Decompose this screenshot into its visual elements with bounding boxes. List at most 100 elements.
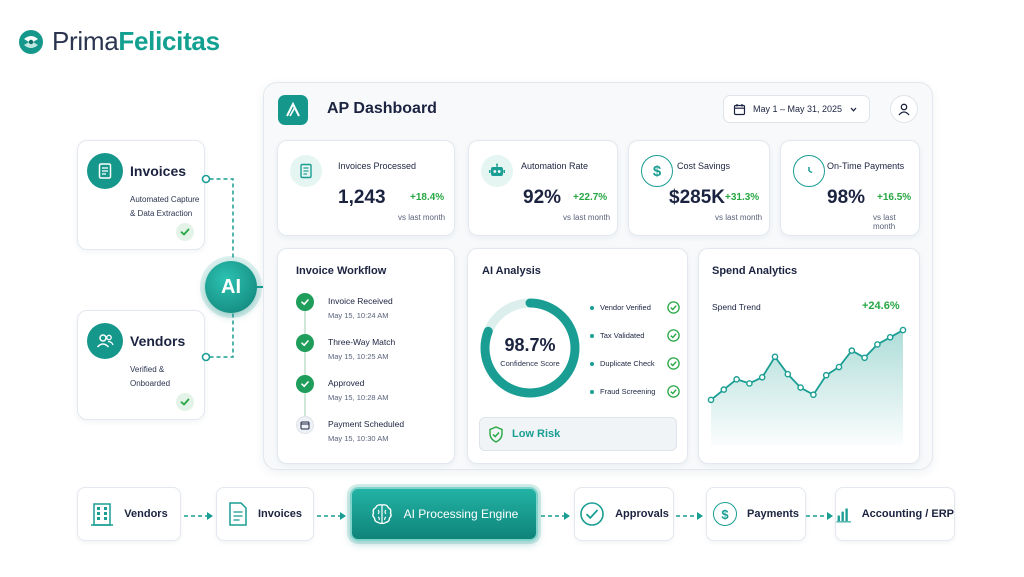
ai-analysis-panel: AI Analysis 98.7% Confidence Score Vendo… <box>467 248 688 464</box>
flow-step-accounting-erp[interactable]: Accounting / ERP <box>835 487 955 541</box>
risk-label: Low Risk <box>512 428 561 440</box>
source-desc-line1: Verified & <box>130 365 165 374</box>
dashboard-logo-icon <box>278 95 308 125</box>
confidence-score: 98.7% <box>504 335 556 355</box>
kpi-sub: vs last month <box>563 213 611 222</box>
flow-step-invoices[interactable]: Invoices <box>216 487 314 541</box>
flow-step-vendors[interactable]: Vendors <box>77 487 181 541</box>
flow-arrow-icon <box>676 512 703 520</box>
spend-point <box>771 353 779 361</box>
check-circle-icon <box>667 301 680 314</box>
check-label: Fraud Screening <box>600 387 656 396</box>
confidence-gauge <box>480 298 580 398</box>
spend-point <box>874 341 881 348</box>
ap-dashboard: AP Dashboard May 1 – May 31, 2025 Invoic… <box>263 82 933 470</box>
spend-point <box>848 347 856 354</box>
flow-step-label: AI Processing Engine <box>403 507 519 521</box>
workflow-timeline-line <box>304 303 306 423</box>
kpi-sub: vs last month <box>715 213 763 222</box>
kpi-card-automation-rate[interactable]: Automation Rate 92% +22.7% vs last month <box>468 140 618 236</box>
document-icon <box>229 502 247 526</box>
kpi-card-invoices-processed[interactable]: Invoices Processed 1,243 +18.4% vs last … <box>277 140 455 236</box>
flow-step-approvals[interactable]: Approvals <box>574 487 674 541</box>
calendar-icon <box>296 416 314 434</box>
workflow-step-time: May 15, 10:30 AM <box>328 434 389 443</box>
panel-title: Invoice Workflow <box>296 265 387 277</box>
brain-icon <box>371 504 392 525</box>
spend-point <box>758 373 766 381</box>
panel-title: AI Analysis <box>482 265 541 277</box>
check-row-fraud-screening: Fraud Screening <box>590 385 680 398</box>
page-title: AP Dashboard <box>327 100 437 117</box>
kpi-card-cost-savings[interactable]: $ Cost Savings $285K +31.3% vs last mont… <box>628 140 770 236</box>
user-avatar-button[interactable] <box>890 95 918 123</box>
panel-title: Spend Analytics <box>712 265 798 277</box>
spend-point <box>746 380 753 387</box>
spend-point <box>720 386 728 393</box>
date-range-picker[interactable]: May 1 – May 31, 2025 <box>723 95 870 123</box>
source-title: Invoices <box>130 163 187 179</box>
spend-point <box>810 391 817 399</box>
workflow-step-label: Invoice Received <box>328 296 393 306</box>
check-row-duplicate-check: Duplicate Check <box>590 357 680 370</box>
kpi-value: $285K <box>669 187 725 208</box>
ai-node[interactable]: AI <box>205 261 257 313</box>
check-label: Duplicate Check <box>600 359 655 368</box>
kpi-card-on-time-payments[interactable]: On-Time Payments 98% +16.5% vs last mont… <box>780 140 920 236</box>
spend-trend-chart <box>707 326 907 445</box>
source-desc-line2: Onboarded <box>130 379 171 388</box>
kpi-label: Automation Rate <box>521 161 589 171</box>
date-range-value: May 1 – May 31, 2025 <box>753 104 843 114</box>
risk-badge: Low Risk <box>479 417 677 451</box>
flow-step-label: Vendors <box>124 508 168 520</box>
check-circle-icon <box>667 385 680 398</box>
check-icon <box>296 293 314 311</box>
brand-name-part2: Felicitas <box>118 26 220 56</box>
ai-node-label: AI <box>221 275 241 298</box>
brand-name-part1: Prima <box>52 26 119 56</box>
workflow-step-label: Payment Scheduled <box>328 419 405 429</box>
flow-step-payments[interactable]: $ Payments <box>706 487 806 541</box>
kpi-value: 1,243 <box>338 187 386 208</box>
kpi-value: 98% <box>827 187 866 208</box>
dollar-icon: $ <box>641 155 673 187</box>
spend-point <box>733 376 740 383</box>
invoice-workflow-panel: Invoice Workflow Invoice Received May 15… <box>277 248 455 464</box>
chevron-down-icon <box>850 107 857 112</box>
flow-step-label: Invoices <box>257 508 303 520</box>
spend-point <box>707 396 715 404</box>
workflow-step-time: May 15, 10:28 AM <box>328 393 389 402</box>
flow-arrow-icon <box>541 512 570 520</box>
brand-mark-icon <box>19 29 43 54</box>
source-title: Vendors <box>130 333 186 349</box>
check-label: Tax Validated <box>600 331 645 340</box>
spend-point <box>899 326 907 334</box>
workflow-step-label: Three-Way Match <box>328 337 396 347</box>
check-circle-icon <box>667 329 680 342</box>
flow-arrow-icon <box>806 512 833 520</box>
clock-icon <box>793 155 825 187</box>
check-circle-icon <box>580 502 604 526</box>
bar-chart-icon <box>836 508 851 523</box>
calendar-icon <box>733 103 746 115</box>
check-icon <box>296 375 314 393</box>
workflow-step-time: May 15, 10:25 AM <box>328 352 389 361</box>
kpi-delta: +22.7% <box>573 192 608 203</box>
source-card-vendors[interactable]: Vendors Verified & Onboarded <box>77 310 205 420</box>
flow-step-label: Payments <box>747 508 799 520</box>
kpi-label: Cost Savings <box>677 161 731 171</box>
source-desc: Automated Capture & Data Extraction <box>130 193 202 221</box>
kpi-sub: vs last month <box>398 213 446 222</box>
source-card-invoices[interactable]: Invoices Automated Capture & Data Extrac… <box>77 140 205 250</box>
flow-arrow-icon <box>184 512 213 520</box>
workflow-step-time: May 15, 10:24 AM <box>328 311 389 320</box>
invoice-doc-icon <box>87 153 123 189</box>
user-icon <box>898 103 910 116</box>
check-label: Vendor Verified <box>600 303 651 312</box>
flow-step-ai-processing-engine[interactable]: AI Processing Engine <box>350 487 538 541</box>
spend-point <box>861 354 868 362</box>
dollar-icon: $ <box>713 502 737 526</box>
spend-line <box>710 329 904 401</box>
kpi-delta: +31.3% <box>725 192 760 203</box>
robot-icon <box>481 155 513 187</box>
